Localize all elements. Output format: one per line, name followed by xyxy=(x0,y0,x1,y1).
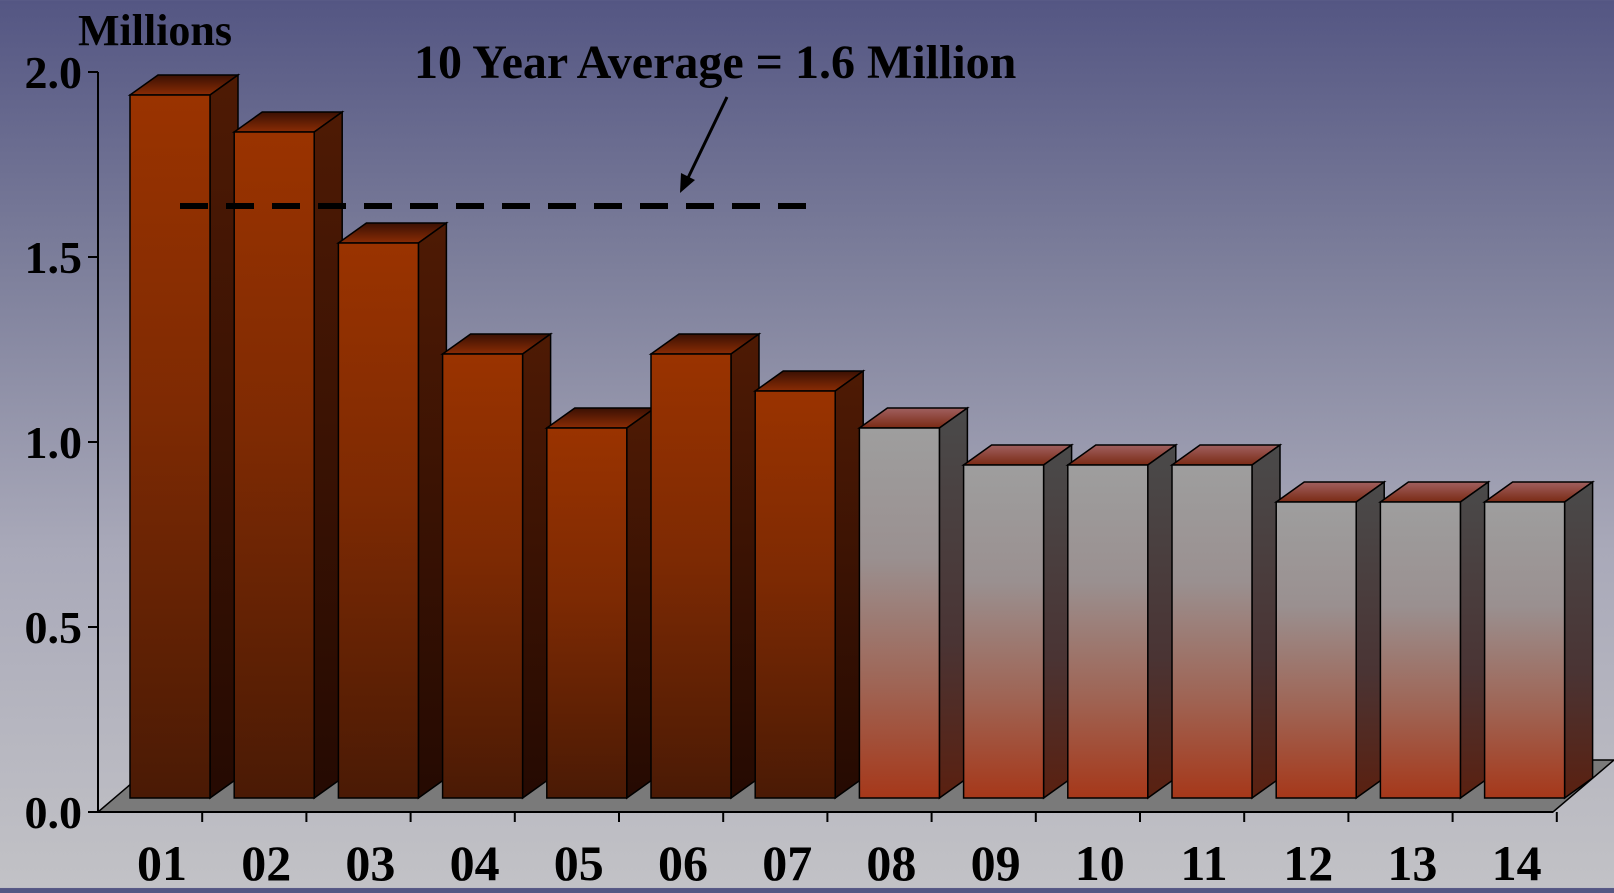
x-tick-label: 07 xyxy=(762,835,812,888)
x-axis: 01 02 03 04 05 06 07 08 09 10 11 12 13 14 xyxy=(98,811,1558,891)
bar-14 xyxy=(1482,480,1595,800)
annotation-arrow xyxy=(680,96,729,193)
bar-front-face xyxy=(337,242,420,799)
bar-02 xyxy=(231,110,345,800)
bar-front-face xyxy=(1275,501,1357,799)
bar-04 xyxy=(440,332,553,800)
y-tick-label: 1.0 xyxy=(25,417,83,468)
y-axis-label: Millions xyxy=(78,6,232,55)
bar-09 xyxy=(961,443,1074,800)
average-annotation: 10 Year Average = 1.6 Million xyxy=(414,36,1016,89)
x-tick-label: 11 xyxy=(1180,835,1227,888)
x-tick-label: 06 xyxy=(658,835,708,888)
bar-06 xyxy=(648,332,762,800)
bar-13 xyxy=(1378,480,1491,800)
bar-front-face xyxy=(962,464,1045,799)
x-tick-label: 01 xyxy=(137,835,187,888)
x-tick-label: 12 xyxy=(1283,835,1333,888)
bar-front-face xyxy=(1171,464,1253,799)
y-tick-label: 0.5 xyxy=(25,602,83,653)
bar-03 xyxy=(336,221,449,800)
bar-07 xyxy=(752,369,866,800)
x-tick-label: 05 xyxy=(554,835,604,888)
bar-front-face xyxy=(1067,464,1149,799)
bar-08 xyxy=(857,406,970,800)
bar-front-face xyxy=(754,390,836,799)
bar-front-face xyxy=(858,427,941,799)
y-tick-label: 0.0 xyxy=(25,787,83,838)
bar-front-face xyxy=(650,353,732,799)
bar-front-face xyxy=(441,353,524,799)
bar-12 xyxy=(1273,480,1387,800)
bar-11 xyxy=(1169,443,1283,800)
x-tick-label: 14 xyxy=(1492,835,1542,888)
bar-front-face xyxy=(1379,501,1462,799)
x-tick-label: 10 xyxy=(1075,835,1125,888)
x-tick-label: 02 xyxy=(241,835,291,888)
bar-05 xyxy=(544,406,658,800)
bar-front-face xyxy=(546,427,628,799)
bar-front-face xyxy=(233,131,315,799)
x-tick-label: 03 xyxy=(345,835,395,888)
y-axis: 0.0 0.5 1.0 1.5 2.0 xyxy=(25,47,99,838)
bar-10 xyxy=(1065,443,1179,800)
bar-01 xyxy=(127,73,241,800)
y-tick-label: 1.5 xyxy=(25,232,83,283)
bar-side-face xyxy=(1563,480,1594,800)
x-tick-label: 08 xyxy=(866,835,916,888)
x-tick-label: 13 xyxy=(1387,835,1437,888)
y-tick-label: 2.0 xyxy=(25,47,83,98)
bars xyxy=(127,73,1595,800)
x-tick-label: 09 xyxy=(971,835,1021,888)
bar-front-face xyxy=(129,94,211,799)
bar-front-face xyxy=(1483,501,1566,799)
x-tick-label: 04 xyxy=(450,835,500,888)
